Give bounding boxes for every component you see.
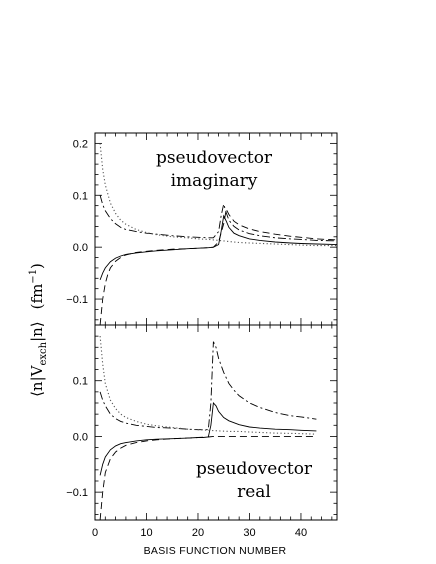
panel-annotation-line: pseudovector (156, 148, 273, 168)
series-line-dashdot (99, 341, 317, 431)
y-tick-label: 0.0 (73, 431, 88, 443)
plot-frame (94, 324, 338, 521)
series-line-dashed (99, 435, 317, 520)
y-tick-label: 0.2 (73, 138, 88, 150)
y-axis-units-superscript: −1 (28, 269, 39, 284)
panel-annotation-line: pseudovector (196, 459, 313, 479)
series-line-dotted (99, 336, 317, 435)
series-line-dashed (99, 207, 337, 325)
y-tick-label: 0.1 (73, 376, 88, 388)
y-axis-label-suffix: |n⟩ (28, 321, 46, 342)
x-tick-label: 0 (92, 527, 98, 539)
series-line-solid (99, 401, 317, 476)
series-line-solid (99, 214, 337, 281)
panel-bottom: 0.1 0.0 −0.1 0 10 20 30 40 pseudovector real (66, 324, 338, 539)
panel-annotation-line: imaginary (171, 171, 258, 191)
y-axis-label-subscript: exch (38, 341, 49, 365)
panel-annotation-line: real (237, 482, 271, 502)
panel-top: 0.2 0.1 0.0 −0.1 pseudovector imaginary (66, 132, 338, 326)
y-tick-label: −0.1 (66, 487, 88, 499)
x-tick-label: 40 (295, 527, 307, 539)
y-axis-label-prefix: ⟨n|V (28, 364, 46, 397)
y-axis-label: ⟨n|Vexch|n⟩ (fm−1) (28, 263, 49, 397)
x-tick-label: 10 (140, 527, 152, 539)
series-line-dashdot (99, 195, 337, 242)
y-tick-label: 0.1 (73, 190, 88, 202)
x-tick-label: 30 (243, 527, 255, 539)
y-axis-units: (fm (28, 284, 46, 310)
y-tick-label: −0.1 (66, 294, 88, 306)
y-tick-label: 0.0 (73, 242, 88, 254)
y-axis-units-close: ) (28, 263, 46, 269)
x-tick-label: 20 (192, 527, 204, 539)
x-axis-label: BASIS FUNCTION NUMBER (144, 545, 287, 557)
